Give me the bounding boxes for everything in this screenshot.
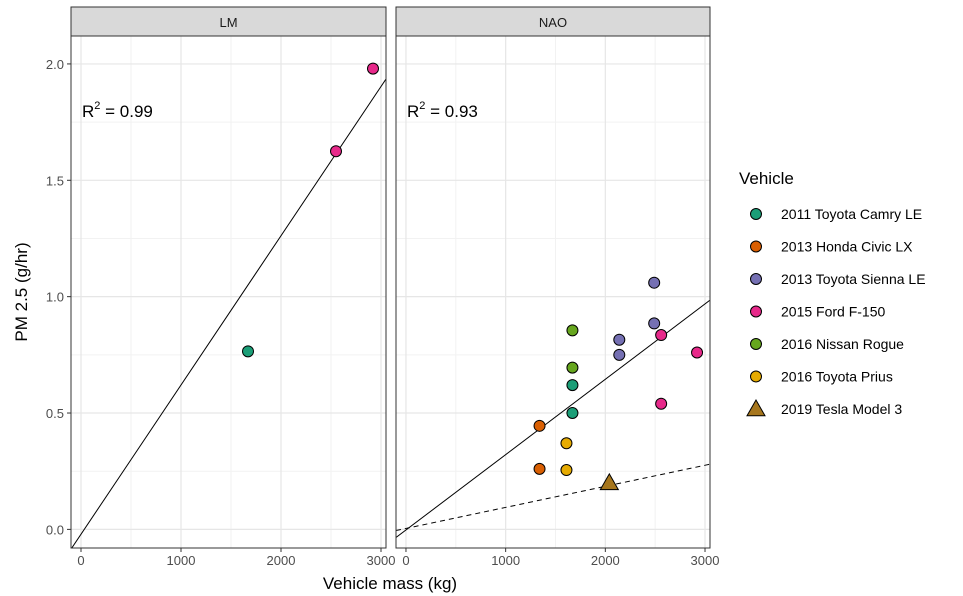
- data-point: [367, 62, 379, 75]
- data-point: [613, 333, 626, 346]
- legend-item: 2015 Ford F-150: [750, 304, 885, 320]
- r-squared-annotation: R2 = 0.93: [407, 100, 478, 121]
- x-tick-label: 1000: [167, 553, 196, 568]
- facet-strip-label: NAO: [539, 15, 567, 30]
- legend-label: 2019 Tesla Model 3: [781, 401, 902, 417]
- gridlines: [71, 36, 386, 548]
- gridlines: [396, 36, 710, 548]
- panel-border: [395, 35, 711, 549]
- data-point: [560, 464, 573, 477]
- legend-item: 2013 Toyota Sienna LE: [750, 271, 926, 287]
- legend-key: [750, 370, 762, 383]
- y-axis-title: PM 2.5 (g/hr): [12, 242, 31, 341]
- data-points: [242, 62, 379, 358]
- x-tick-label: 3000: [367, 553, 396, 568]
- data-point: [242, 345, 254, 358]
- data-point: [533, 462, 546, 475]
- data-point: [330, 145, 342, 158]
- fit-lines: [71, 78, 386, 548]
- data-point: [613, 348, 626, 361]
- legend-item: 2016 Toyota Prius: [750, 369, 893, 385]
- r-squared-annotation: R2 = 0.99: [82, 100, 153, 121]
- data-point: [648, 317, 661, 330]
- y-tick-label: 0.5: [46, 406, 64, 421]
- data-point: [655, 397, 668, 410]
- panel-nao: NAO R2 = 0.93 0 1000 2000 3000: [395, 6, 720, 568]
- data-point: [566, 379, 579, 392]
- reference-dashed-line: [396, 463, 710, 532]
- legend-item: 2013 Honda Civic LX: [750, 239, 913, 255]
- legend-key: [750, 208, 762, 220]
- data-point: [566, 324, 579, 337]
- y-tick-label: 2.0: [46, 57, 64, 72]
- legend-label: 2015 Ford F-150: [781, 304, 885, 320]
- legend-label: 2013 Honda Civic LX: [781, 239, 913, 255]
- legend-key: [750, 305, 762, 318]
- x-tick-label: 2000: [267, 553, 296, 568]
- legend-key: [746, 398, 766, 417]
- regression-line: [71, 78, 386, 548]
- facet-strip-label: LM: [219, 15, 237, 30]
- r-squared-base: R: [407, 102, 419, 121]
- r-squared-exponent: 2: [419, 100, 425, 112]
- x-tick-label: 1000: [491, 553, 520, 568]
- legend-item: 2019 Tesla Model 3: [746, 398, 902, 417]
- legend-key: [750, 240, 762, 253]
- data-point: [655, 329, 668, 342]
- data-point: [566, 361, 579, 374]
- facet-strip: [395, 6, 711, 37]
- legend-item: 2016 Nissan Rogue: [750, 336, 904, 352]
- x-tick-label: 0: [402, 553, 409, 568]
- panel-lm: LM R2 = 0.99 0 1000 2000 3000: [70, 6, 396, 568]
- legend-label: 2016 Nissan Rogue: [781, 336, 904, 352]
- x-tick-label: 3000: [691, 553, 720, 568]
- data-point: [566, 407, 579, 420]
- legend-key: [750, 273, 762, 285]
- r-squared-value: = 0.99: [100, 102, 152, 121]
- legend-label: 2016 Toyota Prius: [781, 369, 893, 385]
- y-tick-label: 1.5: [46, 173, 64, 188]
- y-tick-label: 1.0: [46, 290, 64, 305]
- legend-item: 2011 Toyota Camry LE: [750, 206, 922, 222]
- data-point: [599, 472, 620, 491]
- data-points: [533, 276, 704, 491]
- x-axis-title: Vehicle mass (kg): [323, 574, 457, 593]
- data-point: [691, 346, 704, 359]
- data-point: [648, 276, 661, 289]
- r-squared-exponent: 2: [94, 100, 100, 112]
- legend-title: Vehicle: [739, 169, 794, 188]
- legend: Vehicle 2011 Toyota Camry LE 2013 Honda Ci…: [739, 169, 926, 417]
- data-point: [560, 437, 573, 450]
- legend-key: [750, 338, 762, 350]
- panel-border: [70, 35, 387, 549]
- data-point: [533, 419, 546, 432]
- r-squared-base: R: [82, 102, 94, 121]
- legend-label: 2011 Toyota Camry LE: [781, 206, 922, 222]
- y-tick-label: 0.0: [46, 522, 64, 537]
- r-squared-value: = 0.93: [425, 102, 477, 121]
- x-tick-label: 2000: [591, 553, 620, 568]
- legend-label: 2013 Toyota Sienna LE: [781, 271, 926, 287]
- x-tick-label: 0: [77, 553, 84, 568]
